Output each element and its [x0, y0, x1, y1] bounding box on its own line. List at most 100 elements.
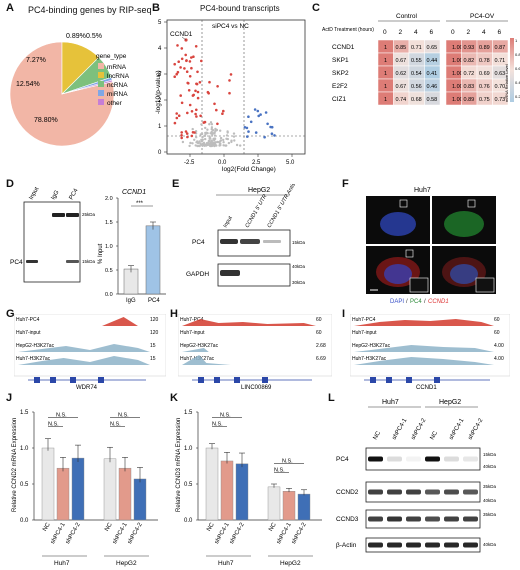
- panel-label-b: B: [152, 2, 160, 14]
- bar-signif: N.S.: [118, 412, 129, 418]
- volcano-point-blue: [270, 132, 274, 135]
- volcano-point-red: [228, 91, 231, 95]
- volcano-point-ns: [204, 126, 207, 130]
- volcano-point-red: [196, 70, 199, 74]
- volcano-gene-label: CCND1: [170, 31, 193, 38]
- volcano-subtitle: siPC4 vs NC: [212, 23, 249, 30]
- heat-cell: [424, 91, 441, 106]
- volcano-point-red: [177, 60, 180, 63]
- pie-legend-swatch-ncRNA: [98, 81, 104, 87]
- heat-time-ctrl: 0: [383, 29, 387, 36]
- d-ytick: 1.0: [105, 244, 113, 250]
- pie-legend-other: other: [107, 100, 123, 107]
- bar-NC: [267, 486, 281, 521]
- volcano-point-ns: [208, 123, 211, 126]
- heat-value: 0.56: [411, 84, 422, 90]
- volcano-point-red: [187, 89, 191, 92]
- l-band: [463, 456, 478, 462]
- track-gene-name: CCND1: [416, 385, 437, 390]
- track-scale: 2.68: [316, 343, 326, 349]
- volcano-point-red: [184, 53, 187, 57]
- f-legend-sep1: /: [406, 299, 408, 305]
- volcano-point-red: [173, 121, 177, 125]
- heat-value: 0.82: [464, 58, 475, 64]
- volcano-point-ns: [198, 140, 201, 143]
- panel-f: Huh7 DAPI / PC4 / CCND1: [366, 187, 496, 305]
- volcano-point-ns: [203, 144, 206, 147]
- panel-label-f: F: [342, 178, 349, 190]
- heat-value: 1: [384, 71, 387, 77]
- panel-label-i: I: [342, 308, 346, 320]
- heat-value: 0.71: [495, 58, 506, 64]
- volcano-point-ns: [205, 131, 208, 134]
- track-label: HepG2-H3K27ac: [16, 343, 55, 349]
- volcano-point-red: [206, 90, 210, 94]
- volcano-point-red: [188, 60, 192, 63]
- volcano-point-ns: [216, 140, 219, 144]
- volcano-point-ns: [235, 143, 239, 147]
- heat-value: 1.00: [452, 84, 463, 90]
- bar-NC: [41, 447, 55, 521]
- volcano-point-red: [180, 101, 184, 105]
- heat-value: 1: [384, 97, 387, 103]
- heat-value: 0.78: [479, 58, 490, 64]
- volcano-point-red: [190, 134, 194, 138]
- l-band: [368, 516, 383, 522]
- volcano-point-red: [175, 112, 178, 115]
- l-row-label: β-Actin: [336, 542, 357, 549]
- volcano-point-ns: [208, 135, 211, 138]
- e-row-pc4: PC4: [192, 239, 205, 246]
- volcano-point-red: [188, 75, 192, 78]
- volcano-point-red: [229, 73, 233, 76]
- pie-legend-mRNA: mRNA: [107, 64, 127, 71]
- heat-value: 1.00: [452, 58, 463, 64]
- gene-exon: [50, 377, 56, 383]
- heat-value: 0.46: [427, 84, 438, 90]
- d-lane-PC4: PC4: [69, 187, 80, 201]
- volcano-point-ns: [209, 144, 212, 148]
- l-lane: shPC4-1: [392, 417, 409, 441]
- volcano-point-ns: [219, 144, 222, 147]
- volcano-point-red: [179, 94, 182, 97]
- volcano-point-ns: [210, 126, 214, 129]
- track-label: Huh7-PC4: [16, 317, 40, 323]
- d-signif: ***: [136, 201, 144, 207]
- l-row-label: CCND2: [336, 489, 359, 496]
- l-band: [406, 542, 421, 548]
- l-lane: NC: [373, 430, 383, 441]
- volcano-point-ns: [201, 136, 204, 139]
- volcano-point-red: [176, 44, 179, 47]
- volcano-point-ns: [195, 136, 198, 139]
- bar-xtick: shPC4-2: [229, 521, 246, 545]
- pie-legend-title: gene_type: [96, 53, 127, 60]
- track-signal: [182, 319, 316, 326]
- heat-value: 0.63: [495, 71, 506, 77]
- volcano-ylabel: -log10(p-value): [155, 70, 162, 114]
- volcano-point-ns: [226, 137, 229, 141]
- volcano-point-blue: [256, 109, 260, 113]
- volcano-point-blue: [243, 126, 247, 129]
- panel-label-h: H: [170, 308, 178, 320]
- volcano-point-red: [188, 103, 192, 107]
- d-lane-IgG: IgG: [51, 189, 61, 201]
- bar-signif: N.S.: [220, 412, 231, 418]
- volcano-title: PC4-bound transcripts: [200, 4, 280, 13]
- track-scale: 4.00: [494, 343, 504, 349]
- volcano-point-blue: [246, 135, 249, 138]
- gene-exon: [262, 377, 268, 383]
- heat-scale-tick: 1: [515, 38, 518, 43]
- bar-ytick: 1.5: [20, 410, 29, 416]
- d-ytick: 0.5: [105, 268, 113, 274]
- volcano-point-red: [186, 111, 189, 115]
- volcano-point-ns: [213, 134, 217, 137]
- bar-xtick: shPC4-2: [65, 521, 82, 545]
- panel-label-k: K: [170, 392, 178, 404]
- volcano-point-ns: [201, 142, 204, 146]
- l-blot: [365, 509, 481, 529]
- l-band: [444, 456, 459, 462]
- volcano-point-red: [222, 109, 225, 113]
- l-lane: shPC4-1: [449, 417, 466, 441]
- bar-signif: N.S.: [212, 421, 223, 427]
